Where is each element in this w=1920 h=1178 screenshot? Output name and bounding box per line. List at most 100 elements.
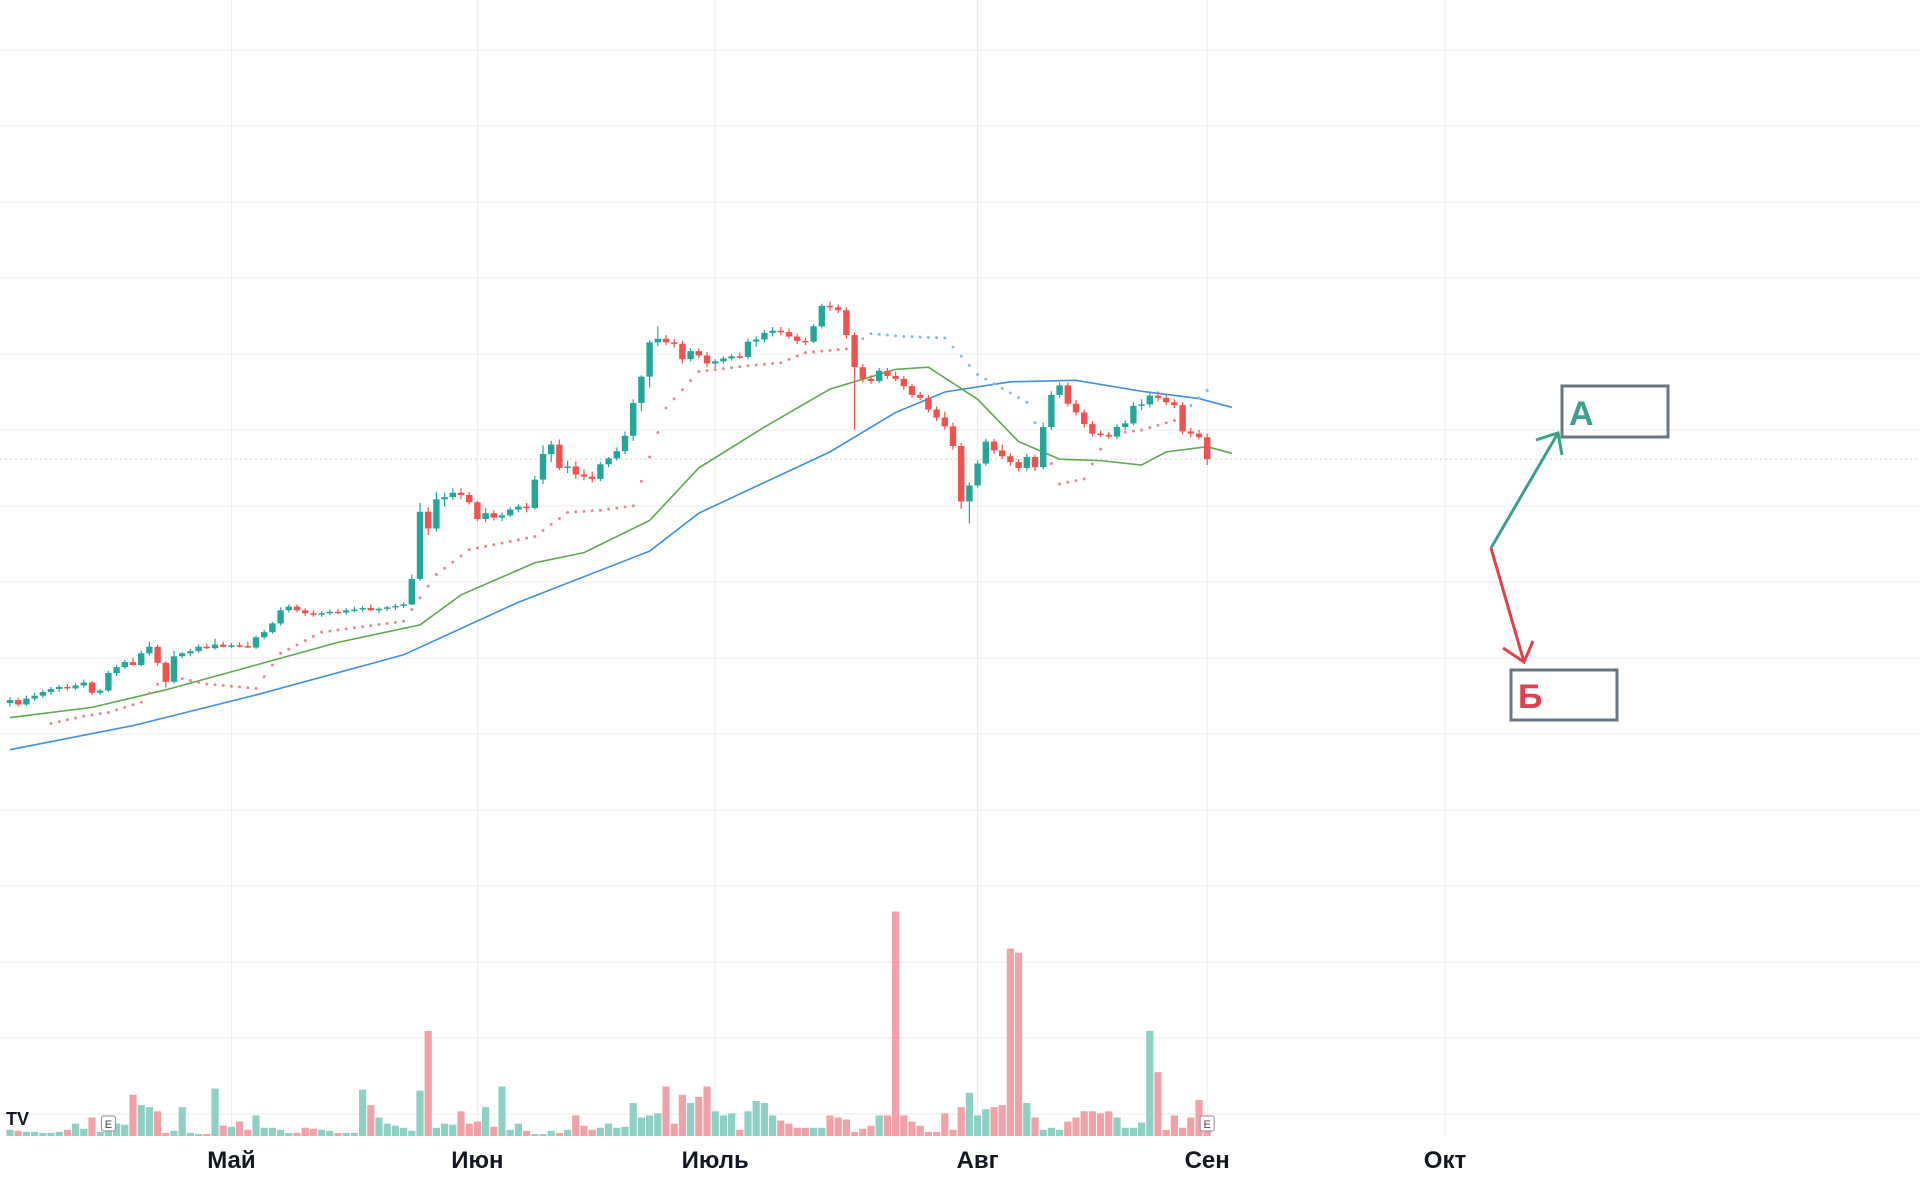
volume-bar — [941, 1113, 949, 1136]
volume-bar — [1056, 1129, 1064, 1136]
candle — [900, 375, 907, 390]
candle — [179, 651, 186, 659]
volume-bar — [662, 1086, 670, 1136]
candle-body — [466, 494, 473, 503]
psar-dot — [451, 560, 455, 564]
candle-body — [1122, 423, 1129, 428]
label-box-b — [1509, 668, 1619, 722]
candle — [826, 301, 834, 311]
candle — [162, 661, 169, 688]
candle — [539, 445, 547, 484]
candle — [572, 461, 579, 479]
candle — [1105, 432, 1112, 439]
earnings-marker[interactable]: E — [100, 1115, 116, 1132]
volume-bar — [1121, 1127, 1129, 1136]
psar-dot — [246, 686, 250, 690]
psar-dot — [385, 621, 389, 625]
psar-dot — [361, 625, 365, 629]
volume-bar — [473, 1121, 481, 1136]
volume-bar — [924, 1131, 932, 1136]
candle — [744, 338, 752, 360]
volume-bar — [990, 1107, 998, 1136]
psar-dot — [894, 334, 898, 338]
candle — [999, 444, 1006, 460]
volume-bar — [719, 1115, 727, 1136]
psar-dot — [492, 543, 496, 547]
candle-body — [1163, 397, 1170, 403]
candle-body — [375, 608, 383, 611]
psar-dot — [262, 675, 266, 679]
psar-dot — [238, 685, 242, 689]
candle-body — [949, 426, 957, 447]
tradingview-logo[interactable]: TV — [6, 1109, 29, 1129]
candle — [1048, 391, 1055, 430]
psar-dot — [279, 651, 283, 655]
volume-bar — [432, 1127, 440, 1136]
candle-body — [474, 502, 481, 520]
psar-dot — [869, 332, 873, 336]
psar-dot — [180, 677, 184, 681]
candle-body — [113, 667, 120, 674]
candle — [351, 606, 358, 613]
psar-dot — [582, 509, 586, 513]
volume-bar — [867, 1125, 875, 1136]
volume-bar — [957, 1107, 965, 1136]
volume-bar — [129, 1094, 137, 1136]
candle-body — [384, 607, 391, 609]
candle — [753, 336, 760, 347]
candle-body — [917, 394, 924, 398]
parabolic-sar-dots — [49, 332, 1209, 725]
candle-body — [457, 492, 465, 495]
volume-bar — [186, 1132, 194, 1136]
earnings-marker[interactable]: E — [1199, 1115, 1215, 1132]
volume-bar — [892, 911, 900, 1136]
candle — [597, 462, 604, 482]
psar-dot — [943, 336, 947, 340]
candle — [548, 440, 555, 463]
psar-dot — [705, 369, 709, 373]
candle-body — [343, 610, 350, 613]
x-tick-label: Июль — [682, 1147, 749, 1174]
psar-dot — [590, 509, 594, 513]
candle — [187, 648, 194, 657]
psar-dot — [557, 516, 561, 520]
candle — [1023, 454, 1030, 471]
candle-body — [1154, 395, 1162, 398]
volume-bar — [728, 1113, 736, 1136]
candle — [605, 456, 612, 468]
scenario-annotation-up: А — [1489, 384, 1670, 549]
volume-bar — [268, 1127, 276, 1136]
arrow-down-head-icon — [1502, 640, 1535, 665]
psar-dot — [418, 596, 422, 600]
candle-body — [433, 499, 440, 529]
psar-dot — [295, 643, 299, 647]
volume-bar — [195, 1133, 203, 1136]
psar-dot — [533, 535, 537, 539]
psar-dot — [820, 349, 824, 353]
psar-dot — [607, 507, 611, 511]
volume-bar — [834, 1117, 842, 1136]
volume-bar — [580, 1125, 588, 1136]
candle-body — [835, 307, 842, 311]
volume-bar — [900, 1115, 908, 1136]
candle-body — [867, 378, 875, 382]
psar-dot — [1197, 396, 1201, 400]
candle-body — [1015, 462, 1022, 468]
psar-dot — [459, 554, 463, 558]
candle-body — [47, 689, 55, 693]
volume-bar — [1015, 952, 1023, 1136]
candle — [982, 438, 989, 466]
candle — [408, 574, 415, 606]
volume-bar — [342, 1132, 350, 1136]
volume-bar — [63, 1129, 71, 1136]
volume-bar — [252, 1115, 260, 1136]
candle-body — [39, 692, 46, 696]
volume-bar — [408, 1130, 416, 1136]
candle-body — [564, 466, 571, 468]
volume-bar — [1039, 1129, 1047, 1136]
candle — [441, 492, 448, 507]
volume-bar — [1138, 1122, 1146, 1136]
volume-bars — [6, 911, 1211, 1136]
volume-bar — [227, 1126, 235, 1136]
